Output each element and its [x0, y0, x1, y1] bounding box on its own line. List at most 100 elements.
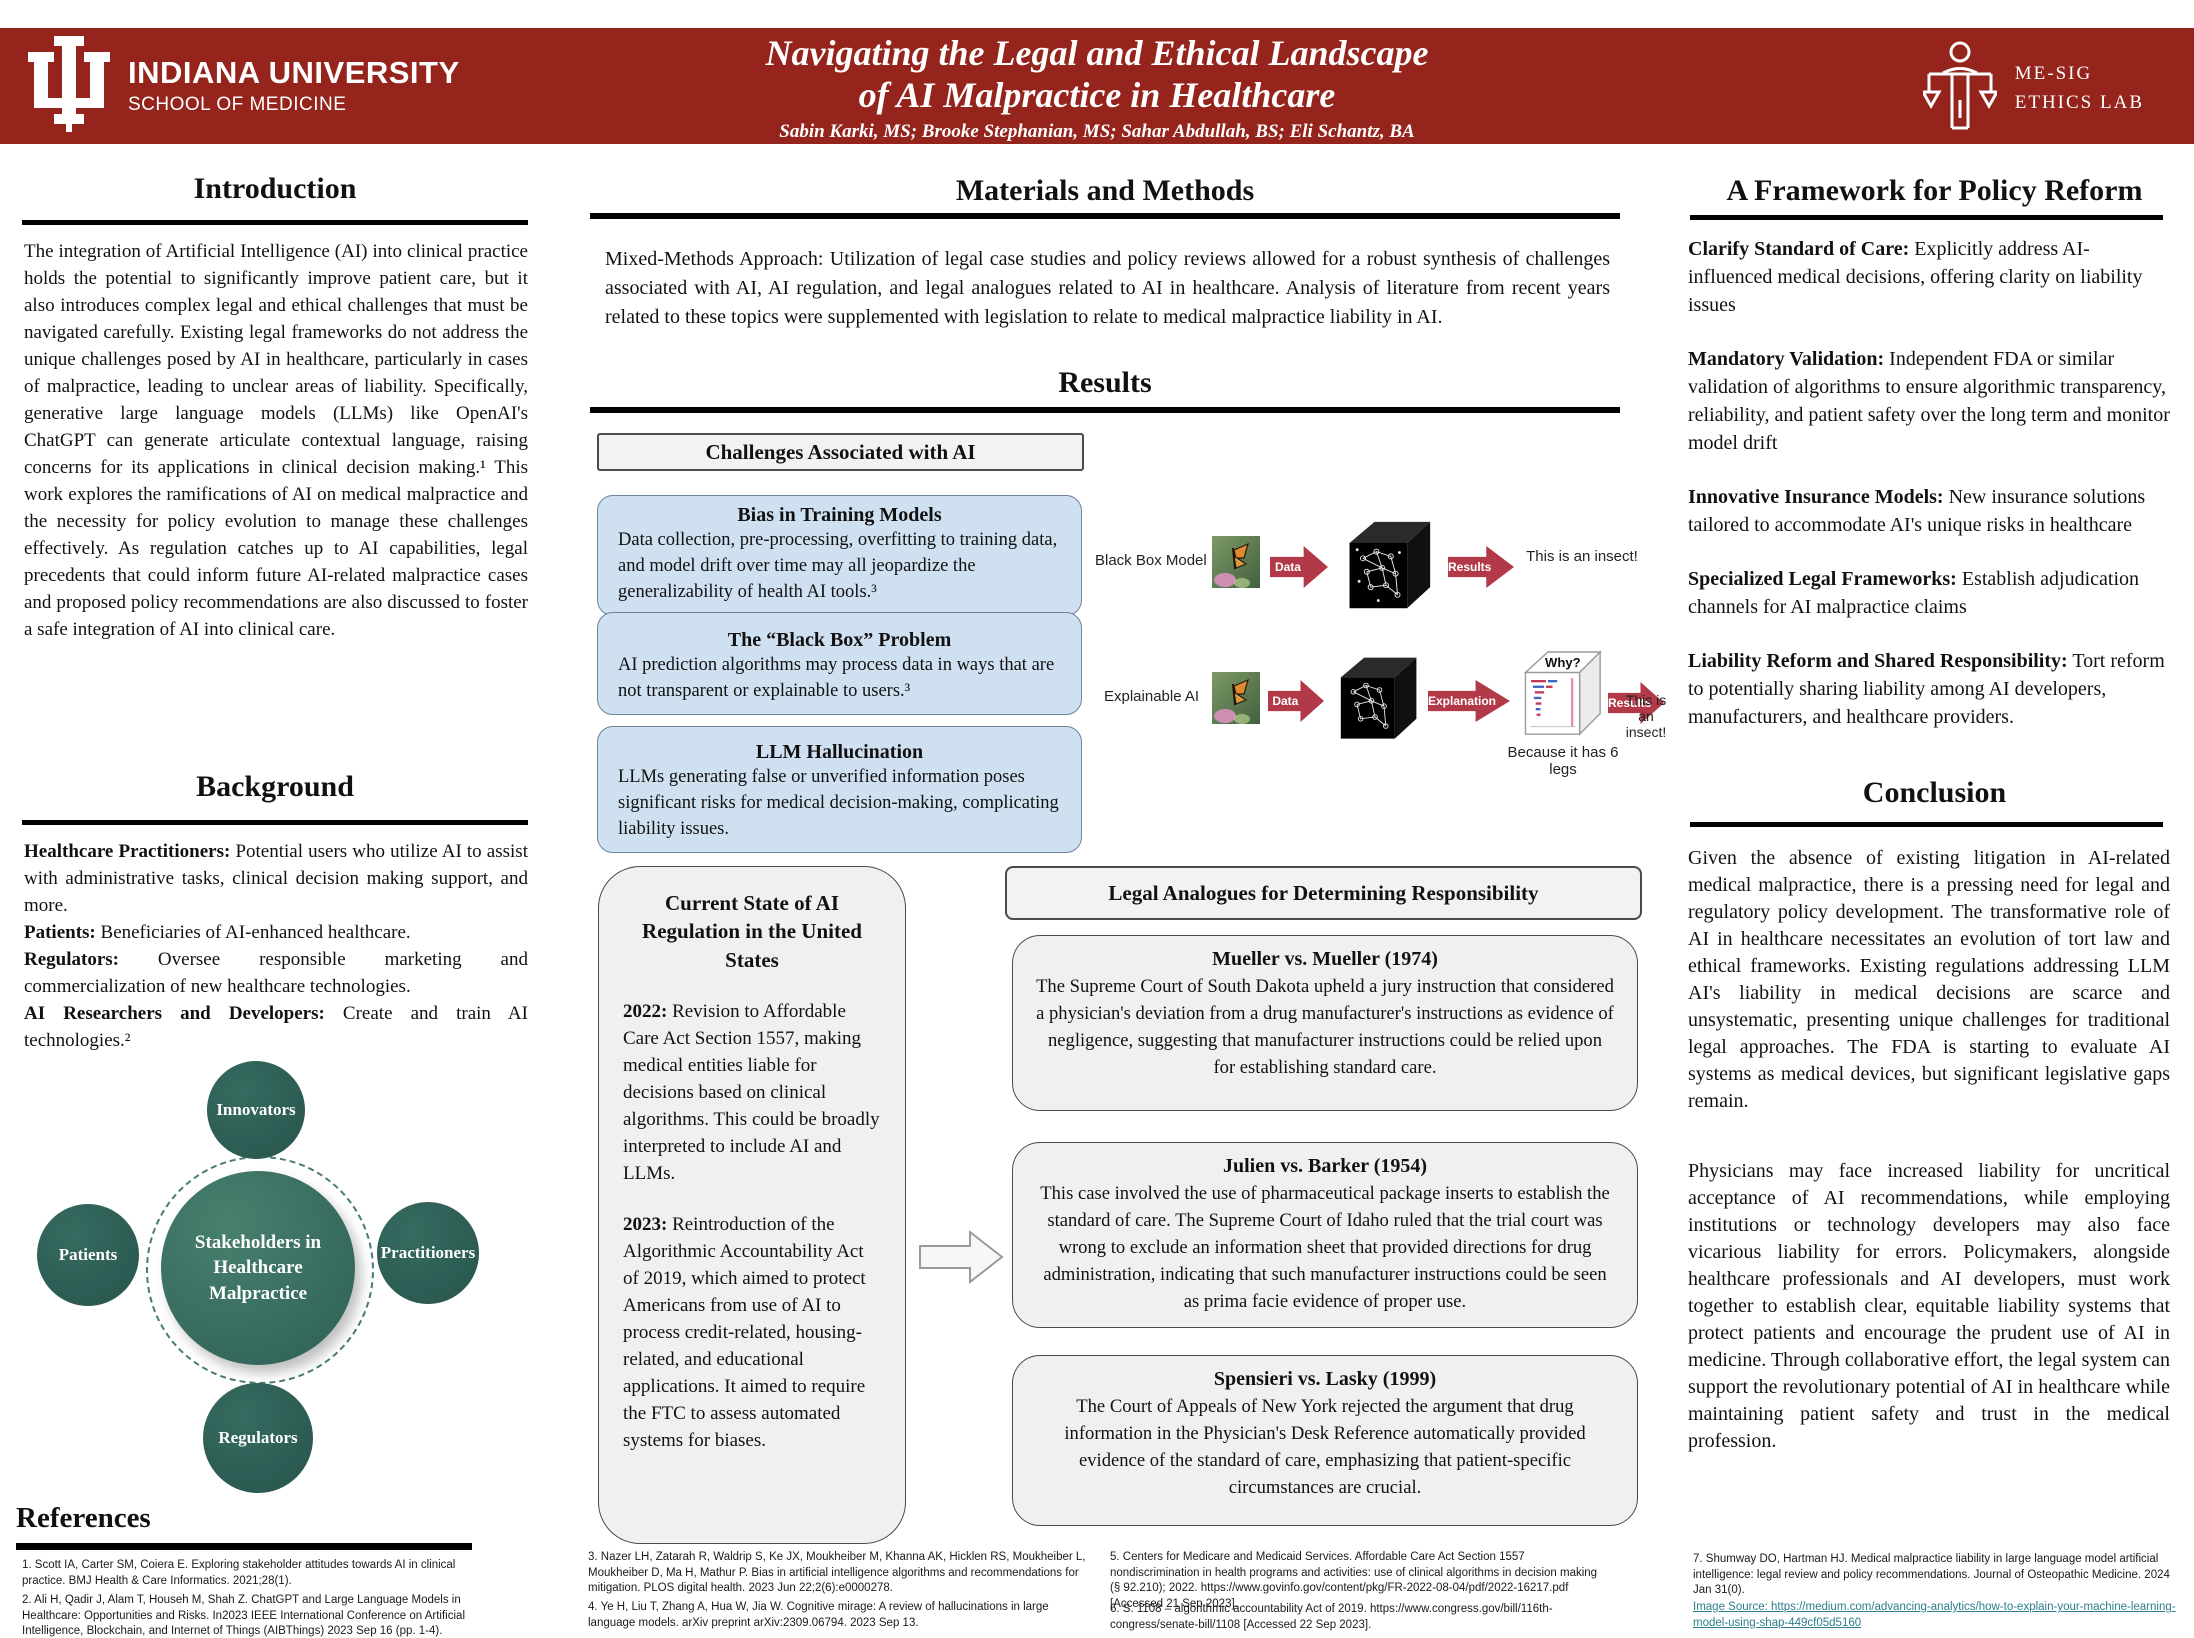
framework-item-label: Innovative Insurance Models:	[1688, 486, 1944, 508]
conclusion-paragraph-1: Given the absence of existing litigation…	[1688, 847, 2170, 1112]
regulation-2022-label: 2022:	[623, 1001, 668, 1023]
background-item-label: Healthcare Practitioners:	[24, 841, 231, 862]
case-box-spensieri: Spensieri vs. Lasky (1999) The Court of …	[1012, 1355, 1638, 1526]
lab-name-line2: ETHICS LAB	[2014, 91, 2144, 113]
reference-5: 5. Centers for Medicare and Medicaid Ser…	[1110, 1551, 1598, 1610]
image-source-link[interactable]: Image Source: https://medium.com/advanci…	[1693, 1601, 2176, 1629]
regulation-2023-item: 2023: Reintroduction of the Algorithmic …	[623, 1211, 881, 1454]
legal-analogues-header-box: Legal Analogues for Determining Responsi…	[1005, 866, 1642, 920]
framework-heading: A Framework for Policy Reform	[1726, 174, 2143, 207]
framework-item-text: Explicitly address AI-influenced medical…	[1688, 238, 2143, 316]
stakeholder-circle-innovators: Innovators	[207, 1061, 305, 1159]
iu-logo-lockup: INDIANA UNIVERSITY SCHOOL OF MEDICINE	[26, 36, 460, 137]
framework-item: Innovative Insurance Models: New insuran…	[1688, 483, 2170, 539]
intro-heading: Introduction	[193, 172, 357, 205]
stakeholder-diagram: Innovators Patients Practitioners Regula…	[30, 1055, 500, 1505]
intro-paragraph: The integration of Artificial Intelligen…	[24, 241, 528, 640]
intro-rule	[22, 220, 528, 225]
figure-row2-label: Explainable AI	[1104, 688, 1200, 705]
reference-7: 7. Shumway DO, Hartman HJ. Medical malpr…	[1693, 1553, 2170, 1597]
methods-paragraph: Mixed-Methods Approach: Utilization of l…	[605, 248, 1610, 328]
case-box-julien: Julien vs. Barker (1954) This case invol…	[1012, 1142, 1638, 1328]
challenge-title: The “Black Box” Problem	[727, 629, 952, 651]
black-box-cube	[1338, 518, 1434, 619]
background-item: AI Researchers and Developers: Create an…	[24, 1000, 528, 1054]
framework-item-label: Mandatory Validation:	[1688, 348, 1885, 370]
poster-title-line1: Navigating the Legal and Ethical Landsca…	[765, 33, 1429, 73]
challenge-box-bias: Bias in Training Models Data collection,…	[597, 495, 1082, 616]
challenge-box-blackbox: The “Black Box” Problem AI prediction al…	[597, 612, 1082, 715]
framework-item-text: Establish adjudication channels for AI m…	[1688, 568, 2140, 618]
framework-item: Liability Reform and Shared Responsibili…	[1688, 647, 2170, 731]
case-title: Mueller vs. Mueller (1974)	[1212, 948, 1438, 970]
framework-items: Clarify Standard of Care: Explicitly add…	[1688, 235, 2170, 731]
references-rule	[16, 1543, 472, 1550]
butterfly-image	[1212, 536, 1260, 593]
reference-2: 2. Ali H, Qadir J, Alam T, Househ M, Sha…	[22, 1594, 465, 1638]
school-name: SCHOOL OF MEDICINE	[128, 93, 347, 115]
background-item-text: Oversee responsible marketing and commer…	[24, 949, 528, 997]
case-text: The Supreme Court of South Dakota upheld…	[1036, 976, 1614, 1078]
conclusion-heading: Conclusion	[1862, 776, 2007, 809]
svg-text:Why?: Why?	[1545, 655, 1581, 670]
regulation-2023-text: Reintroduction of the Algorithmic Accoun…	[623, 1214, 866, 1452]
case-text: The Court of Appeals of New York rejecte…	[1064, 1396, 1586, 1498]
background-item-label: Regulators:	[24, 949, 119, 970]
regulation-2022-text: Revision to Affordable Care Act Section …	[623, 1001, 880, 1185]
regulation-box: Current State of AI Regulation in the Un…	[598, 866, 906, 1544]
reference-6: 6. S. 1108 – algorithmic accountability …	[1110, 1603, 1553, 1631]
framework-item-label: Clarify Standard of Care:	[1688, 238, 1910, 260]
iu-wordmark: INDIANA UNIVERSITY SCHOOL OF MEDICINE	[128, 57, 460, 116]
results-rule	[590, 407, 1620, 413]
framework-item: Specialized Legal Frameworks: Establish …	[1688, 565, 2170, 621]
background-item-label: AI Researchers and Developers:	[24, 1003, 325, 1024]
university-name: INDIANA UNIVERSITY	[128, 55, 460, 91]
iu-trident-icon	[26, 36, 112, 137]
figure-because-caption: Because it has 6 legs	[1507, 744, 1619, 778]
stakeholder-circle-center: Stakeholders in Healthcare Malpractice	[161, 1171, 355, 1365]
background-item: Healthcare Practitioners: Potential user…	[24, 838, 528, 919]
conclusion-paragraph-2: Physicians may face increased liability …	[1688, 1160, 2170, 1452]
conclusion-rule	[1690, 822, 2163, 827]
framework-item: Clarify Standard of Care: Explicitly add…	[1688, 235, 2170, 319]
challenge-title: Bias in Training Models	[737, 504, 942, 526]
methods-heading: Materials and Methods	[955, 174, 1255, 207]
case-title: Julien vs. Barker (1954)	[1222, 1155, 1428, 1177]
authors-line: Sabin Karki, MS; Brooke Stephanian, MS; …	[779, 120, 1415, 142]
why-cube: Why?	[1518, 648, 1602, 745]
framework-item-label: Liability Reform and Shared Responsibili…	[1688, 650, 2068, 672]
references-heading: References	[16, 1502, 151, 1534]
blackbox-explainable-figure: Black Box Model Data	[1090, 490, 1670, 790]
data-arrow: Data	[1268, 680, 1324, 722]
challenge-box-hallucination: LLM Hallucination LLMs generating false …	[597, 726, 1082, 853]
framework-item-text: New insurance solutions tailored to acco…	[1688, 486, 2146, 536]
framework-item-text: Tort reform to potentially sharing liabi…	[1688, 650, 2165, 728]
challenge-text: Data collection, pre-processing, overfit…	[618, 530, 1058, 602]
scales-of-justice-icon	[1920, 40, 2000, 137]
challenge-text: LLMs generating false or unverified info…	[618, 767, 1059, 839]
reference-1: 1. Scott IA, Carter SM, Coiera E. Explor…	[22, 1559, 456, 1587]
background-heading: Background	[196, 770, 354, 803]
framework-item-text: Independent FDA or similar validation of…	[1688, 348, 2170, 454]
regulation-2023-label: 2023:	[623, 1214, 668, 1236]
lab-name-line1: ME-SIG	[2014, 63, 2093, 84]
background-paragraphs: Healthcare Practitioners: Potential user…	[24, 838, 528, 1054]
reference-4: 4. Ye H, Liu T, Zhang A, Hua W, Jia W. C…	[588, 1601, 1049, 1629]
case-box-mueller: Mueller vs. Mueller (1974) The Supreme C…	[1012, 935, 1638, 1111]
case-title: Spensieri vs. Lasky (1999)	[1213, 1368, 1437, 1390]
background-item-text: Create and train AI technologies.²	[24, 1003, 528, 1051]
background-item: Patients: Beneficiaries of AI-enhanced h…	[24, 919, 528, 946]
regulation-title: Current State of AI Regulation in the Un…	[642, 891, 862, 972]
challenge-title: LLM Hallucination	[755, 741, 924, 763]
poster-title-line2: of AI Malpractice in Healthcare	[858, 75, 1336, 116]
reference-3: 3. Nazer LH, Zatarah R, Waldrip S, Ke JX…	[588, 1551, 1086, 1595]
background-item-text: Potential users who utilize AI to assist…	[24, 841, 528, 916]
background-rule	[22, 820, 528, 825]
stakeholder-circle-patients: Patients	[37, 1204, 139, 1306]
ethics-lab-lockup: ME-SIG ETHICS LAB	[1920, 40, 2144, 137]
framework-item-label: Specialized Legal Frameworks:	[1688, 568, 1957, 590]
butterfly-image	[1212, 672, 1260, 729]
framework-item: Mandatory Validation: Independent FDA or…	[1688, 345, 2170, 457]
regulation-2022-item: 2022: Revision to Affordable Care Act Se…	[623, 998, 881, 1187]
